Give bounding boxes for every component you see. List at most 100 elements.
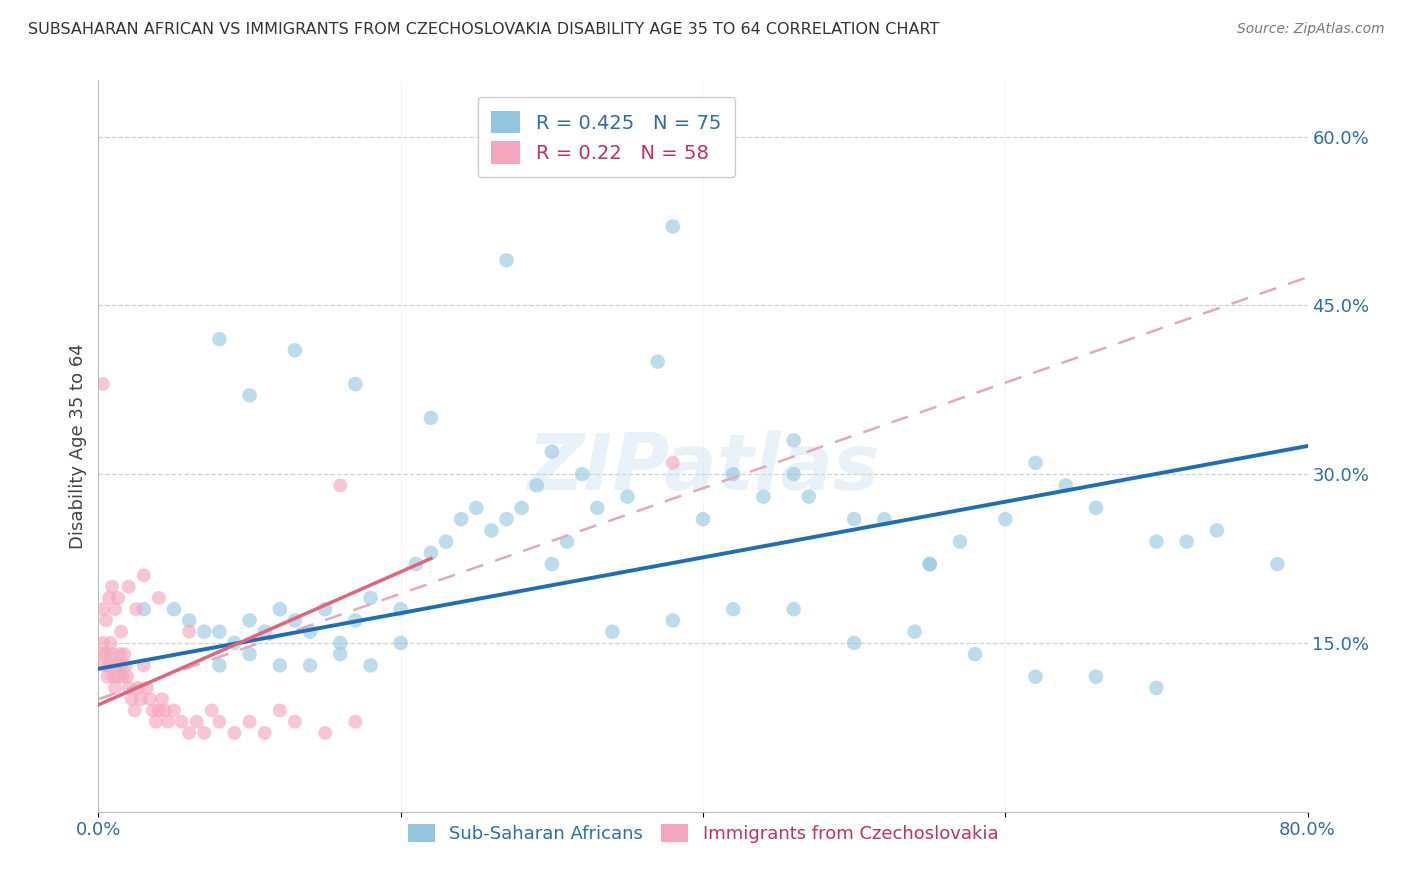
Point xyxy=(783,434,806,448)
Point xyxy=(110,658,132,673)
Point xyxy=(139,692,162,706)
Point xyxy=(114,658,136,673)
Point xyxy=(1054,478,1077,492)
Point xyxy=(723,602,745,616)
Point xyxy=(450,512,472,526)
Point xyxy=(844,636,866,650)
Point xyxy=(186,714,208,729)
Point xyxy=(129,692,152,706)
Point xyxy=(661,456,683,470)
Point xyxy=(115,670,138,684)
Point xyxy=(208,714,231,729)
Point xyxy=(314,726,336,740)
Point xyxy=(101,580,124,594)
Point xyxy=(1024,456,1046,470)
Point xyxy=(98,658,121,673)
Point xyxy=(142,703,165,717)
Point xyxy=(239,714,262,729)
Point xyxy=(434,534,457,549)
Point xyxy=(329,636,352,650)
Point xyxy=(481,524,503,538)
Point xyxy=(150,692,173,706)
Point xyxy=(224,636,246,650)
Point xyxy=(994,512,1017,526)
Point xyxy=(100,636,122,650)
Point xyxy=(239,614,262,628)
Point xyxy=(208,332,231,346)
Point xyxy=(124,703,146,717)
Point xyxy=(148,591,170,605)
Point xyxy=(148,703,170,717)
Point xyxy=(96,670,118,684)
Point xyxy=(91,377,114,392)
Point xyxy=(132,568,155,582)
Point xyxy=(783,467,806,482)
Point xyxy=(540,557,562,571)
Point xyxy=(904,624,927,639)
Point xyxy=(949,534,972,549)
Point xyxy=(602,624,624,639)
Point xyxy=(405,557,427,571)
Point xyxy=(179,614,201,628)
Point xyxy=(555,534,578,549)
Point xyxy=(135,681,157,695)
Point xyxy=(170,714,193,729)
Point xyxy=(93,658,115,673)
Point xyxy=(1144,534,1167,549)
Point xyxy=(284,343,307,358)
Point xyxy=(105,658,128,673)
Text: ZIPatlas: ZIPatlas xyxy=(527,430,879,506)
Point xyxy=(163,703,186,717)
Point xyxy=(465,500,488,515)
Point xyxy=(526,478,548,492)
Point xyxy=(495,253,517,268)
Point xyxy=(253,726,276,740)
Legend: Sub-Saharan Africans, Immigrants from Czechoslovakia: Sub-Saharan Africans, Immigrants from Cz… xyxy=(401,816,1005,850)
Point xyxy=(495,512,517,526)
Point xyxy=(239,388,262,402)
Point xyxy=(420,410,443,425)
Point xyxy=(314,602,336,616)
Point xyxy=(108,647,131,661)
Point xyxy=(873,512,896,526)
Point xyxy=(179,726,201,740)
Point xyxy=(224,726,246,740)
Point xyxy=(420,546,443,560)
Point xyxy=(208,624,231,639)
Point xyxy=(965,647,987,661)
Point xyxy=(299,624,322,639)
Point xyxy=(201,703,224,717)
Point xyxy=(153,703,176,717)
Point xyxy=(783,602,806,616)
Point xyxy=(107,670,129,684)
Point xyxy=(132,602,155,616)
Point xyxy=(1175,534,1198,549)
Point xyxy=(269,703,291,717)
Point xyxy=(107,591,129,605)
Point xyxy=(540,444,562,458)
Point xyxy=(389,636,412,650)
Point xyxy=(1144,681,1167,695)
Point xyxy=(329,647,352,661)
Point xyxy=(284,614,307,628)
Point xyxy=(797,490,820,504)
Point xyxy=(269,602,291,616)
Point xyxy=(121,692,143,706)
Point xyxy=(145,714,167,729)
Point xyxy=(118,681,141,695)
Point xyxy=(647,354,669,368)
Point xyxy=(179,624,201,639)
Point xyxy=(918,557,941,571)
Point xyxy=(125,602,148,616)
Point xyxy=(103,670,125,684)
Point xyxy=(299,658,322,673)
Point xyxy=(918,557,941,571)
Point xyxy=(163,602,186,616)
Point xyxy=(1024,670,1046,684)
Point xyxy=(101,647,124,661)
Point xyxy=(344,377,367,392)
Point xyxy=(110,624,132,639)
Point xyxy=(360,591,382,605)
Point xyxy=(111,670,134,684)
Point xyxy=(127,681,149,695)
